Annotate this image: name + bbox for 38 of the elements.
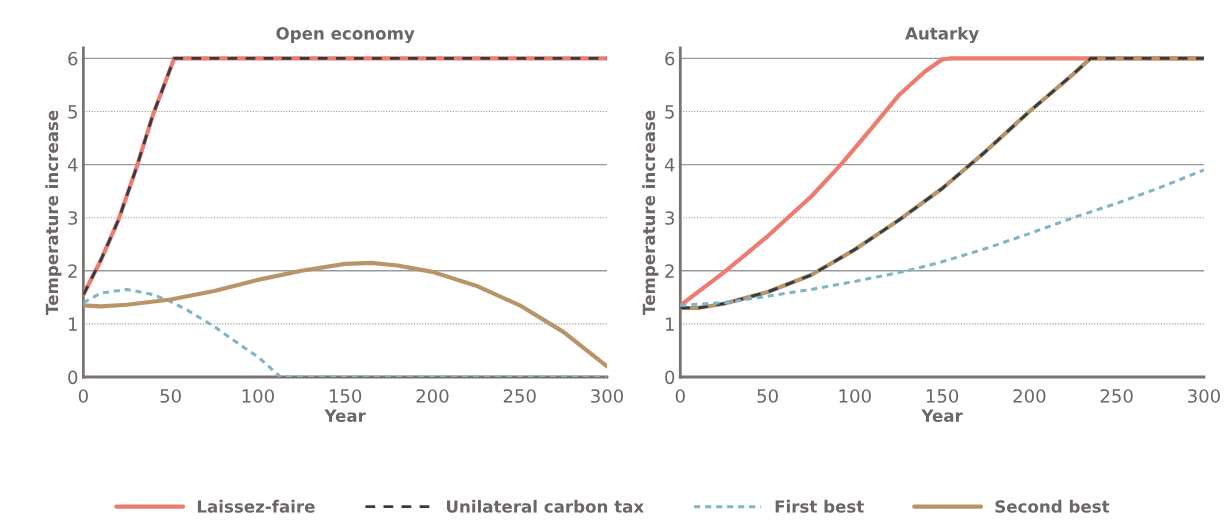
- y-tick-label: 5: [665, 105, 674, 119]
- legend-label: First best: [775, 499, 864, 513]
- y-tick-label: 1: [69, 317, 77, 331]
- x-axis-title: Year: [324, 409, 366, 422]
- x-tick-label: 300: [1188, 389, 1220, 403]
- x-tick-label: 250: [1100, 389, 1133, 403]
- chart-title: Autarky: [905, 26, 979, 44]
- y-tick-label: 6: [665, 51, 675, 66]
- y-tick-label: 4: [67, 158, 78, 172]
- y-tick-label: 1: [665, 317, 674, 331]
- x-tick-label: 100: [839, 389, 871, 403]
- x-tick-label: 100: [242, 389, 274, 403]
- y-axis-title: Temperature increase: [642, 110, 659, 315]
- x-tick-label: 200: [416, 389, 449, 403]
- x-tick-label: 150: [329, 389, 362, 403]
- x-axis-title: Year: [921, 409, 963, 422]
- y-tick-label: 0: [665, 370, 675, 385]
- y-tick-label: 6: [68, 51, 78, 66]
- x-tick-label: 50: [757, 389, 778, 403]
- y-tick-label: 0: [68, 370, 78, 385]
- y-tick-label: 5: [68, 105, 77, 119]
- x-tick-label: 0: [78, 389, 88, 403]
- y-tick-label: 2: [68, 264, 77, 278]
- x-tick-label: 150: [926, 389, 959, 403]
- x-tick-label: 300: [591, 389, 624, 403]
- x-tick-label: 200: [1013, 389, 1046, 403]
- y-tick-label: 3: [68, 211, 78, 225]
- y-tick-label: 2: [665, 264, 674, 278]
- y-tick-label: 4: [664, 158, 675, 172]
- legend-label: Unilateral carbon tax: [446, 499, 644, 513]
- legend-label: Laissez-faire: [197, 499, 315, 513]
- y-axis-title: Temperature increase: [45, 110, 62, 315]
- x-tick-label: 50: [160, 389, 181, 403]
- chart-title: Open economy: [276, 27, 415, 44]
- x-tick-label: 0: [675, 389, 685, 403]
- x-tick-label: 250: [503, 389, 536, 403]
- y-tick-label: 3: [665, 211, 674, 225]
- legend-label: Second best: [995, 499, 1110, 513]
